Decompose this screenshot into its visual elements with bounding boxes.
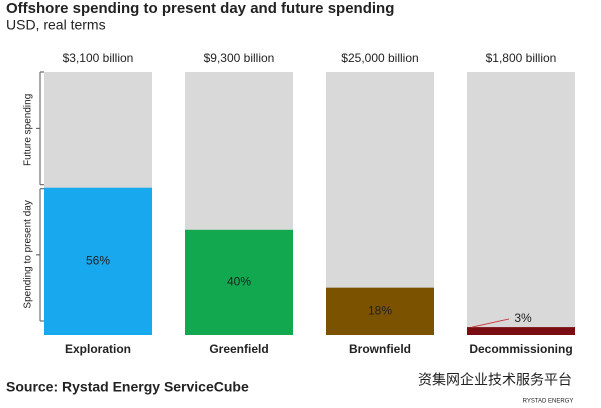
bar bbox=[185, 229, 293, 335]
total-label: $1,800 billion bbox=[486, 51, 557, 65]
remainder-bar bbox=[467, 72, 575, 335]
value-label: 40% bbox=[227, 275, 251, 289]
x-tick-label: Greenfield bbox=[209, 342, 268, 356]
bar bbox=[44, 187, 152, 335]
axis-label: Future spending bbox=[23, 94, 34, 166]
bar bbox=[467, 327, 575, 335]
x-tick-label: Decommissioning bbox=[469, 342, 572, 356]
leader-line bbox=[471, 318, 510, 328]
chart-subtitle: USD, real terms bbox=[6, 17, 106, 33]
value-label: 56% bbox=[86, 254, 110, 268]
watermark: 资集网企业技术服务平台 bbox=[418, 372, 572, 388]
logo: RYSTAD ENERGY bbox=[523, 399, 574, 405]
bar bbox=[326, 287, 434, 335]
value-label: 18% bbox=[368, 304, 392, 318]
chart-title: Offshore spending to present day and fut… bbox=[6, 0, 394, 17]
axis-label: Spending to present day bbox=[23, 200, 34, 308]
total-label: $25,000 billion bbox=[341, 51, 418, 65]
value-label: 3% bbox=[514, 311, 532, 325]
total-label: $9,300 billion bbox=[204, 51, 275, 65]
x-tick-label: Exploration bbox=[65, 342, 131, 356]
x-tick-label: Brownfield bbox=[349, 342, 411, 356]
source: Source: Rystad Energy ServiceCube bbox=[6, 379, 249, 395]
total-label: $3,100 billion bbox=[63, 51, 134, 65]
